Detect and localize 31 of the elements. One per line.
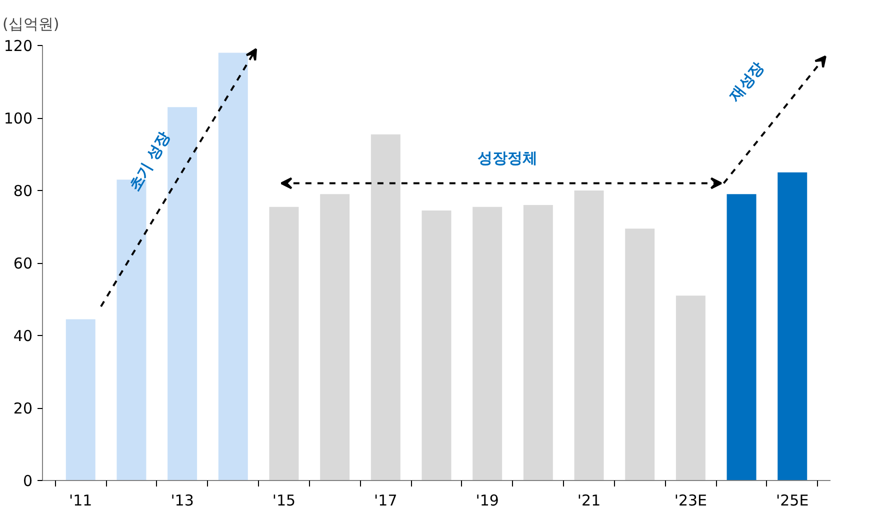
y-tick-label: 0 xyxy=(22,472,33,490)
bar xyxy=(523,205,553,480)
x-tick-label: '23E xyxy=(674,492,708,510)
bar xyxy=(269,206,299,480)
x-tick-label: '21 xyxy=(577,492,601,510)
annotation: 성장정체 xyxy=(478,148,538,167)
y-tick-label: 40 xyxy=(13,327,33,345)
x-tick-label: '11 xyxy=(69,492,92,510)
y-tick-label: 60 xyxy=(13,254,33,272)
annotation: 초기 성장 xyxy=(125,128,174,194)
y-axis-title: (십억원) xyxy=(2,15,60,33)
bar xyxy=(676,296,706,480)
y-tick-label: 20 xyxy=(13,400,33,418)
bar xyxy=(320,194,350,480)
bar xyxy=(625,228,655,480)
bar xyxy=(778,172,808,480)
x-tick-label: '19 xyxy=(476,492,499,510)
bar xyxy=(726,194,756,480)
x-tick-label: '25E xyxy=(776,492,809,510)
y-tick-label: 100 xyxy=(4,110,33,128)
bar xyxy=(422,210,452,480)
bar xyxy=(574,190,604,480)
bar xyxy=(66,319,96,480)
x-tick-label: '15 xyxy=(272,492,296,510)
x-tick-label: '17 xyxy=(374,492,398,510)
bar xyxy=(218,52,248,480)
x-tick-label: '13 xyxy=(170,492,194,510)
y-tick-label: 120 xyxy=(4,37,33,55)
y-tick-label: 80 xyxy=(13,182,33,200)
bar xyxy=(472,206,502,480)
bar xyxy=(370,134,400,480)
